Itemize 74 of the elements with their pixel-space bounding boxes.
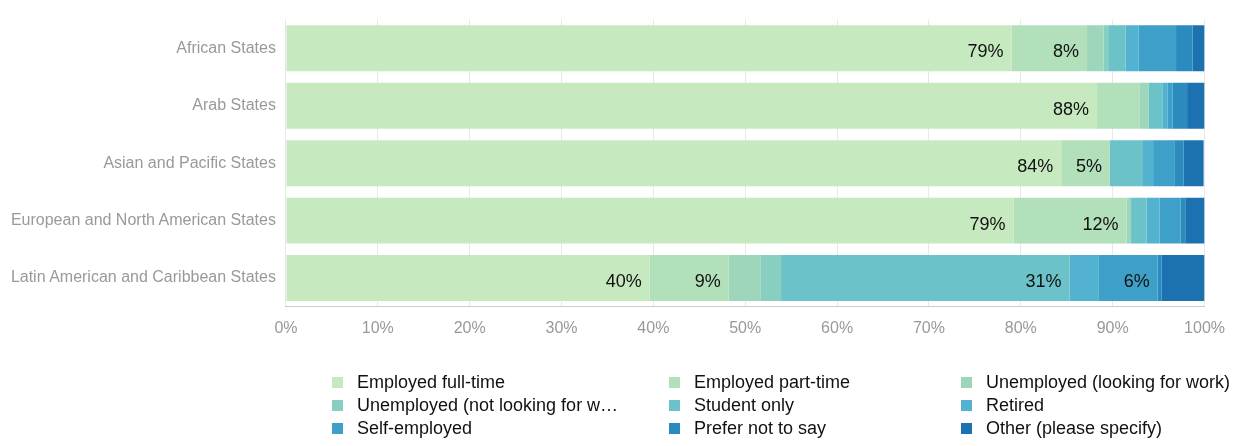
bar [1183,140,1204,187]
bar [1187,82,1205,129]
bar [1098,255,1158,302]
data-label: 12% [1082,213,1119,234]
bar [1142,140,1154,187]
bar [1061,140,1110,187]
bar [1125,25,1139,72]
bar [1139,82,1149,129]
bar [286,140,1062,187]
x-tick-label: 60% [821,318,854,336]
x-tick-label: 90% [1096,318,1129,336]
legend-label: Employed part-time [694,372,851,393]
data-label: 31% [1025,271,1062,292]
x-tick-label: 50% [729,318,762,336]
x-tick-label: 80% [1004,318,1037,336]
bar [1161,255,1205,302]
bar [1097,82,1140,129]
bar [1126,197,1132,244]
bar [781,255,1070,302]
bar [760,255,782,302]
legend-label: Retired [986,395,1045,416]
legend-label: Unemployed (not looking for w… [357,395,619,416]
legend-label: Unemployed (looking for work) [986,372,1231,393]
y-tick-label: Arab States [192,96,276,114]
data-label: 79% [967,41,1004,62]
data-label: 84% [1017,156,1054,177]
data-label: 79% [969,213,1006,234]
legend-label: Employed full-time [357,372,506,393]
y-tick-label: European and North American States [10,211,276,229]
bar [1109,140,1143,187]
bar [1192,25,1205,72]
legend-label: Self-employed [357,418,473,439]
x-tick-label: 20% [453,318,486,336]
bar [1086,25,1104,72]
bar [1153,140,1175,187]
x-tick-label: 30% [545,318,578,336]
bar [1109,25,1126,72]
bar [1103,25,1110,72]
bar [1185,197,1205,244]
legend-label: Prefer not to say [694,418,827,439]
data-label: 5% [1075,156,1102,177]
bar [1131,197,1147,244]
y-tick-label: Asian and Pacific States [103,153,276,171]
legend-label: Other (please specify) [986,418,1163,439]
bar [1176,25,1193,72]
data-label: 8% [1052,41,1079,62]
bar [1138,25,1177,72]
y-tick-label: Latin American and Caribbean States [10,268,276,286]
legend-label: Student only [694,395,795,416]
bar [286,82,1098,129]
x-tick-label: 70% [912,318,945,336]
bar [1159,197,1181,244]
bar [286,197,1014,244]
y-tick-label: African States [176,38,276,56]
bar [1148,82,1163,129]
data-label: 9% [694,271,721,292]
bar [1069,255,1099,302]
data-label: 6% [1123,271,1150,292]
x-tick-label: 40% [637,318,670,336]
x-tick-label: 100% [1184,318,1225,336]
x-tick-label: 0% [274,318,298,336]
data-label: 40% [605,271,642,292]
bar [649,255,729,302]
bar [1013,197,1127,244]
bar [1146,197,1160,244]
bar [1174,140,1184,187]
bar [286,255,650,302]
bar [286,25,1012,72]
bar [728,255,761,302]
bar [1011,25,1087,72]
x-tick-label: 10% [361,318,394,336]
data-label: 88% [1053,98,1090,119]
bar [1172,82,1188,129]
bar [1162,82,1168,129]
